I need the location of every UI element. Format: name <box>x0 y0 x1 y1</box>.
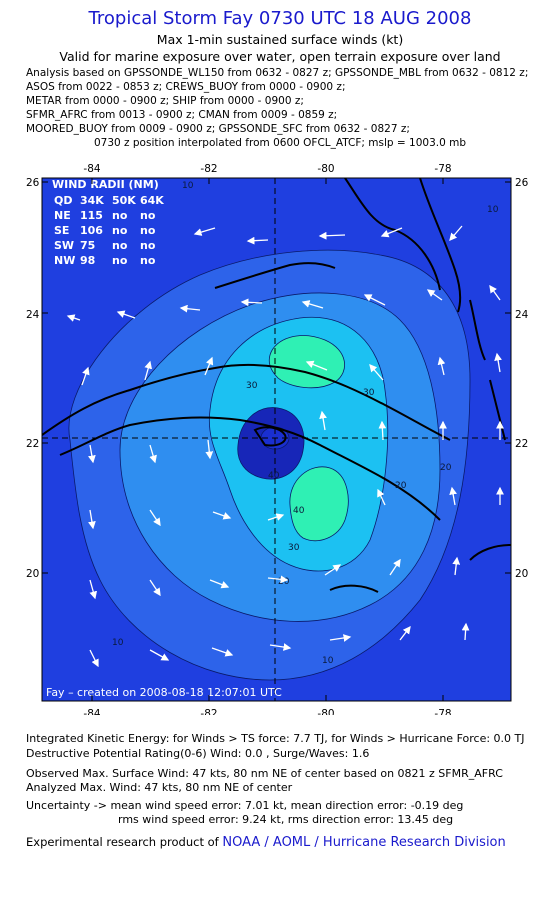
cuba-coast-north <box>42 363 451 441</box>
analysis-line: SFMR_AFRC from 0013 - 0900 z; CMAN from … <box>26 109 338 121</box>
wind-map: -84 -82 -80 -78 -84 -82 -80 -78 26 24 22… <box>26 163 529 715</box>
uncertainty-rms: rms wind speed error: 9.24 kt, rms direc… <box>118 813 454 826</box>
florida-keys <box>214 262 336 289</box>
analysis-line: METAR from 0000 - 0900 z; SHIP from 0000… <box>26 95 304 107</box>
contour-label: 30 <box>246 381 258 391</box>
svg-text:no: no <box>140 209 156 222</box>
contour-label: 40 <box>268 471 280 481</box>
lon-tick-label: -84 <box>83 708 100 715</box>
contour-label: 10 <box>182 181 194 191</box>
isle-of-youth <box>253 426 287 447</box>
svg-text:SE: SE <box>54 224 69 237</box>
svg-text:NE: NE <box>54 209 71 222</box>
lat-tick-label: 24 <box>26 309 40 321</box>
contour-label: 10 <box>322 656 334 666</box>
bahamas <box>469 299 506 441</box>
contour-label: 10 <box>487 205 499 215</box>
observed-max-wind: Observed Max. Surface Wind: 47 kts, 80 n… <box>26 767 503 780</box>
jamaica <box>329 584 379 593</box>
coastlines <box>42 178 511 593</box>
svg-text:64K: 64K <box>140 194 164 207</box>
contour-label: 30 <box>363 388 375 398</box>
map-credit: Fay – created on 2008-08-18 12:07:01 UTC <box>46 686 282 699</box>
cuba-coast-south <box>59 416 441 521</box>
wind-radii-title: WIND RADII (NM) <box>52 178 159 191</box>
wind-radii-row: SE 106 no no <box>54 224 156 237</box>
svg-text:no: no <box>112 209 128 222</box>
wind-radii-table: WIND RADII (NM) QD 34K 50K 64K NE 115 no… <box>52 178 164 267</box>
analysis-line: MOORED_BUOY from 0009 - 0900 z; GPSSONDE… <box>26 123 410 135</box>
contour-label: 20 <box>440 463 452 473</box>
svg-text:115: 115 <box>80 209 103 222</box>
svg-text:50K: 50K <box>112 194 136 207</box>
contour-label: 40 <box>293 506 305 516</box>
lat-tick-label: 22 <box>26 438 39 450</box>
position-note: 0730 z position interpolated from 0600 O… <box>93 137 467 149</box>
contour-label: 20 <box>395 481 407 491</box>
florida-east-coast <box>419 178 462 313</box>
lat-tick-label: 22 <box>515 438 528 450</box>
lon-tick-label: -80 <box>317 708 334 715</box>
lon-tick-label: -82 <box>200 163 217 175</box>
ike-line: Integrated Kinetic Energy: for Winds > T… <box>26 732 525 745</box>
wind-contour-40kt-south <box>289 466 349 542</box>
svg-text:no: no <box>112 224 128 237</box>
hrd-link[interactable]: NOAA / AOML / Hurricane Research Divisio… <box>222 835 506 850</box>
contour-label: 30 <box>288 543 300 553</box>
analysis-line: ASOS from 0022 - 0853 z; CREWS_BUOY from… <box>26 81 346 93</box>
lon-tick-label: -82 <box>200 708 217 715</box>
wind-radii-row: NW 98 no no <box>54 254 156 267</box>
svg-text:no: no <box>140 224 156 237</box>
center-crosshair <box>42 178 511 701</box>
florida-coast <box>344 178 441 291</box>
svg-text:NW: NW <box>54 254 75 267</box>
svg-text:QD: QD <box>54 194 72 207</box>
svg-text:75: 75 <box>80 239 95 252</box>
svg-text:no: no <box>112 239 128 252</box>
dpr-line: Destructive Potential Rating(0-6) Wind: … <box>26 747 370 760</box>
analysis-line: Analysis based on GPSSONDE_WL150 from 06… <box>26 67 529 79</box>
axis-ticks <box>42 178 511 701</box>
map-frame <box>41 177 512 702</box>
wind-radii-header: QD 34K 50K 64K <box>54 194 164 207</box>
lon-tick-label: -84 <box>83 163 100 175</box>
svg-text:98: 98 <box>80 254 95 267</box>
svg-text:106: 106 <box>80 224 103 237</box>
lat-tick-label: 20 <box>26 568 39 580</box>
map-subtitle: Max 1-min sustained surface winds (kt) <box>156 32 404 47</box>
lat-tick-label: 20 <box>515 568 528 580</box>
credit-prefix: Experimental research product of <box>26 835 219 849</box>
page-title: Tropical Storm Fay 0730 UTC 18 AUG 2008 <box>88 8 472 29</box>
svg-text:34K: 34K <box>80 194 104 207</box>
contour-label: 10 <box>112 638 124 648</box>
wind-radii-row: NE 115 no no <box>54 209 156 222</box>
lon-tick-label: -78 <box>434 708 451 715</box>
uncertainty-mean: Uncertainty -> mean wind speed error: 7.… <box>26 799 464 812</box>
credit-line: Experimental research product of NOAA / … <box>26 835 506 850</box>
contour-label: 20 <box>278 577 290 587</box>
lon-tick-label: -78 <box>434 163 451 175</box>
lat-tick-label: 26 <box>26 177 40 189</box>
lat-tick-label: 24 <box>515 309 529 321</box>
lon-tick-label: -80 <box>317 163 334 175</box>
wind-vectors <box>66 225 504 668</box>
svg-text:no: no <box>112 254 128 267</box>
wind-radii-row: SW 75 no no <box>54 239 156 252</box>
validity-note: Valid for marine exposure over water, op… <box>59 49 501 64</box>
svg-text:no: no <box>140 254 156 267</box>
analyzed-max-wind: Analyzed Max. Wind: 47 kts, 80 nm NE of … <box>26 781 293 794</box>
svg-text:no: no <box>140 239 156 252</box>
svg-text:SW: SW <box>54 239 74 252</box>
hispaniola <box>469 544 511 561</box>
lat-tick-label: 26 <box>515 177 529 189</box>
